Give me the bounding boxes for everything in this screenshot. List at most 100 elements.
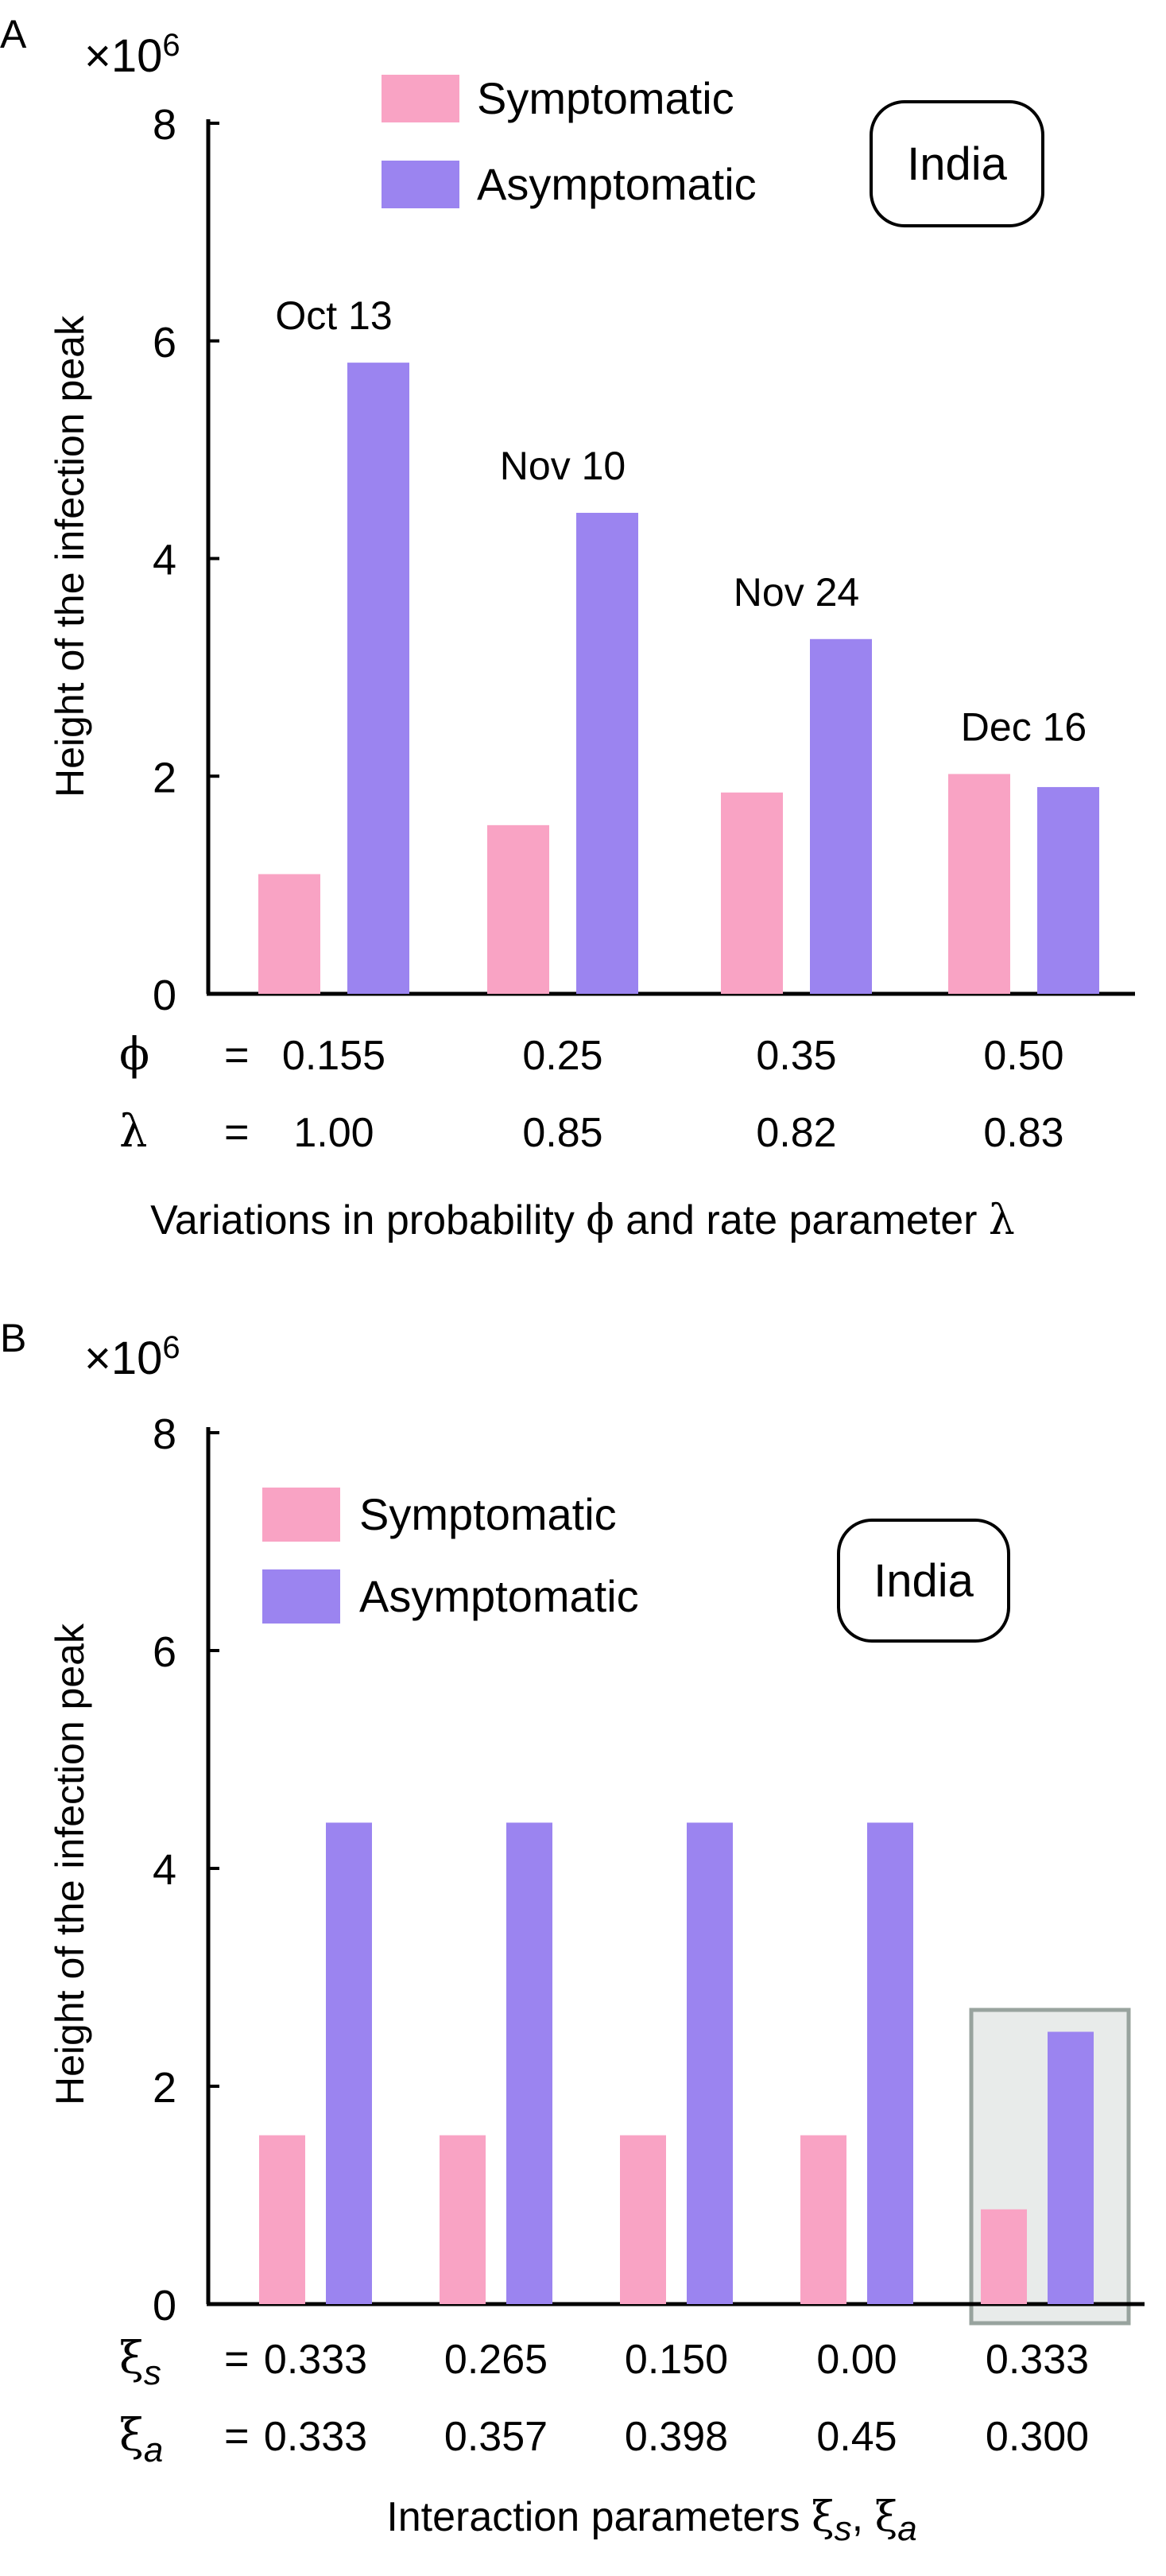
y-tick-label: 6	[153, 1628, 176, 1676]
param-value: 0.82	[756, 1110, 836, 1156]
y-multiplier: ×106	[84, 1330, 180, 1384]
panel-label: B	[0, 1316, 26, 1360]
multiplier-base: ×10	[84, 1333, 162, 1384]
x-axis-label-part: ,	[852, 2494, 875, 2540]
y-tick-label: 6	[153, 319, 176, 367]
y-axis-label: Height of the infection peak	[48, 1623, 92, 2105]
multiplier-exponent: 6	[162, 1330, 180, 1365]
bar-asymptomatic	[1048, 2031, 1094, 2304]
x-axis-label-symbol: ξ	[812, 2493, 835, 2541]
legend-label-asymptomatic: Asymptomatic	[477, 159, 757, 209]
x-axis-label-symbol: λ	[989, 1197, 1015, 1244]
y-tick-label: 0	[153, 2282, 176, 2330]
param-symbol: ξa	[119, 2410, 163, 2469]
bar-asymptomatic	[506, 1822, 552, 2304]
region-badge	[870, 100, 1044, 227]
region-badge-label: India	[874, 1555, 974, 1607]
panel-label: A	[0, 12, 27, 56]
x-axis-label-part: and rate parameter	[614, 1197, 989, 1243]
region-badge	[837, 1519, 1010, 1643]
x-axis-label: Variations in probability ϕ and rate par…	[150, 1197, 1015, 1244]
param-value: 0.357	[444, 2414, 548, 2460]
param-symbol-subscript: s	[144, 2353, 161, 2392]
bar-symptomatic	[800, 2135, 846, 2304]
param-value: 1.00	[293, 1110, 374, 1156]
param-symbol-subscript: a	[144, 2431, 163, 2469]
region-badge-label: India	[907, 138, 1008, 190]
x-axis-label-subscript: a	[897, 2509, 916, 2548]
peak-date-annotation: Nov 10	[500, 444, 626, 488]
bar-symptomatic	[487, 824, 549, 994]
bar-symptomatic	[620, 2135, 666, 2304]
param-value: 0.00	[816, 2337, 897, 2383]
param-value: 0.155	[282, 1033, 385, 1079]
y-axis-label: Height of the infection peak	[48, 315, 92, 797]
bar-asymptomatic	[576, 513, 638, 994]
multiplier-exponent: 6	[162, 28, 180, 63]
bar-symptomatic	[948, 774, 1010, 994]
param-equals: =	[224, 2335, 250, 2383]
bar-symptomatic	[981, 2209, 1027, 2304]
bar-asymptomatic	[1037, 786, 1099, 994]
x-axis-label-subscript: s	[835, 2509, 852, 2548]
param-value: 0.398	[625, 2414, 728, 2460]
x-axis-label-symbol: ξ	[875, 2493, 898, 2541]
y-tick-label: 0	[153, 972, 176, 1019]
x-axis-label-part: Variations in probability	[150, 1197, 586, 1243]
legend-label-symptomatic: Symptomatic	[477, 73, 734, 123]
bar-symptomatic	[258, 874, 320, 994]
param-value: 0.300	[986, 2414, 1089, 2460]
peak-date-annotation: Nov 24	[734, 570, 859, 615]
bar-asymptomatic	[347, 363, 409, 994]
param-value: 0.85	[522, 1110, 602, 1156]
param-equals: =	[224, 1031, 250, 1079]
x-axis-label: Interaction parameters ξs, ξa	[386, 2493, 916, 2548]
peak-date-annotation: Dec 16	[961, 705, 1087, 750]
legend-label-asymptomatic: Asymptomatic	[359, 1571, 639, 1621]
param-symbol-main: λ	[119, 1106, 148, 1158]
legend: Symptomatic Asymptomatic	[262, 1488, 639, 1624]
x-axis-label-symbol: ϕ	[586, 1197, 614, 1244]
y-tick-label: 2	[153, 754, 176, 801]
legend-label-symptomatic: Symptomatic	[359, 1489, 617, 1539]
y-tick-label: 8	[153, 101, 176, 149]
y-multiplier: ×106	[84, 28, 180, 82]
param-symbol-main: ξ	[119, 2410, 144, 2462]
param-value: 0.35	[756, 1033, 836, 1079]
peak-date-annotation: Oct 13	[275, 293, 392, 338]
param-symbol: ξs	[119, 2333, 161, 2392]
param-symbol-main: ϕ	[119, 1029, 149, 1080]
param-symbol: ϕ	[119, 1029, 149, 1080]
legend-swatch-asymptomatic	[262, 1569, 340, 1624]
bar-asymptomatic	[326, 1822, 372, 2304]
multiplier-base: ×10	[84, 30, 162, 82]
bar-symptomatic	[259, 2135, 305, 2304]
bar-symptomatic	[440, 2135, 486, 2304]
y-tick-label: 4	[153, 537, 176, 584]
y-tick-label: 4	[153, 1846, 176, 1894]
param-value: 0.25	[522, 1033, 602, 1079]
param-symbol-main: ξ	[119, 2333, 144, 2384]
legend-swatch-asymptomatic	[382, 161, 459, 208]
bar-symptomatic	[721, 792, 783, 994]
param-symbol: λ	[119, 1106, 148, 1158]
param-value: 0.333	[264, 2337, 367, 2383]
bar-asymptomatic	[687, 1822, 733, 2304]
legend: Symptomatic Asymptomatic	[382, 73, 757, 209]
param-equals: =	[224, 2412, 250, 2460]
param-value: 0.50	[983, 1033, 1063, 1079]
legend-swatch-symptomatic	[262, 1488, 340, 1542]
param-value: 0.265	[444, 2337, 548, 2383]
bar-asymptomatic	[810, 638, 872, 994]
legend-swatch-symptomatic	[382, 75, 459, 122]
x-axis-label-part: Interaction parameters	[386, 2494, 812, 2540]
param-value: 0.83	[983, 1110, 1063, 1156]
param-value: 0.333	[264, 2414, 367, 2460]
y-tick-label: 8	[153, 1410, 176, 1458]
param-value: 0.150	[625, 2337, 728, 2383]
param-value: 0.45	[816, 2414, 897, 2460]
param-equals: =	[224, 1108, 250, 1156]
